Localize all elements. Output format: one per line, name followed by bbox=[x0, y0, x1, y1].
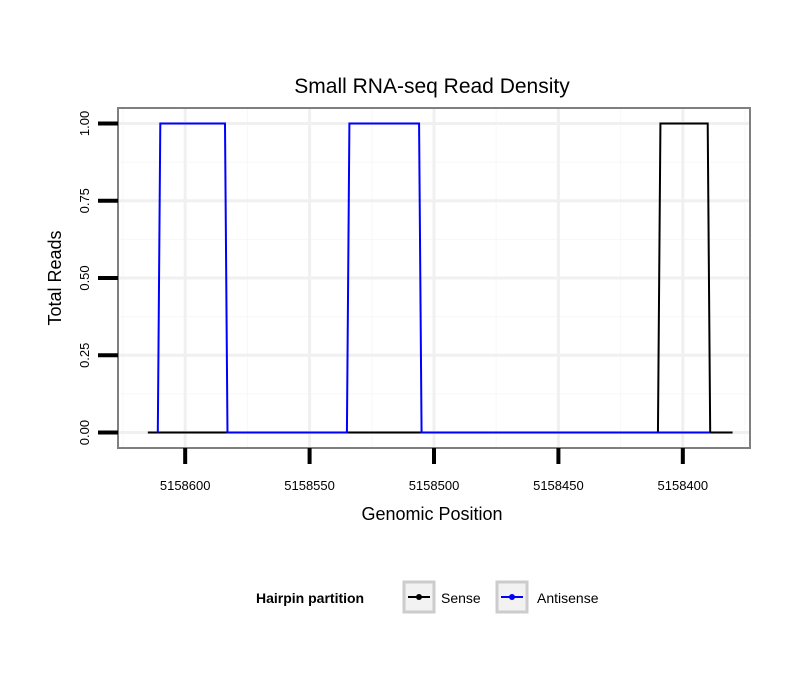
x-axis-title: Genomic Position bbox=[361, 504, 502, 524]
legend-item-antisense: Antisense bbox=[495, 580, 599, 614]
x-tick-label: 5158400 bbox=[658, 478, 709, 493]
legend-point-antisense bbox=[509, 594, 515, 600]
legend-label-antisense: Antisense bbox=[537, 590, 599, 606]
legend-title: Hairpin partition bbox=[256, 590, 364, 606]
legend-item-sense: Sense bbox=[402, 580, 481, 614]
x-tick-label: 5158450 bbox=[533, 478, 584, 493]
legend-point-sense bbox=[416, 594, 422, 600]
axes: 5158600 5158550 5158500 5158450 5158400 0.00 0… bbox=[77, 111, 708, 493]
legend-label-sense: Sense bbox=[441, 590, 481, 606]
data-series bbox=[147, 122, 733, 434]
y-axis-title: Total Reads bbox=[45, 230, 65, 325]
x-tick-label: 5158500 bbox=[409, 478, 460, 493]
plot-panel bbox=[117, 107, 751, 449]
x-tick-label: 5158550 bbox=[284, 478, 335, 493]
series-line-antisense bbox=[156, 122, 711, 434]
y-tick-label: 0.50 bbox=[77, 265, 92, 290]
x-tick-label: 5158600 bbox=[160, 478, 211, 493]
y-tick-label: 1.00 bbox=[77, 111, 92, 136]
y-tick-label: 0.25 bbox=[77, 343, 92, 368]
legend: Hairpin partition Sense Antisense bbox=[256, 580, 599, 614]
y-tick-label: 0.75 bbox=[77, 188, 92, 213]
chart-title: Small RNA-seq Read Density bbox=[294, 75, 570, 98]
y-tick-label: 0.00 bbox=[77, 420, 92, 445]
